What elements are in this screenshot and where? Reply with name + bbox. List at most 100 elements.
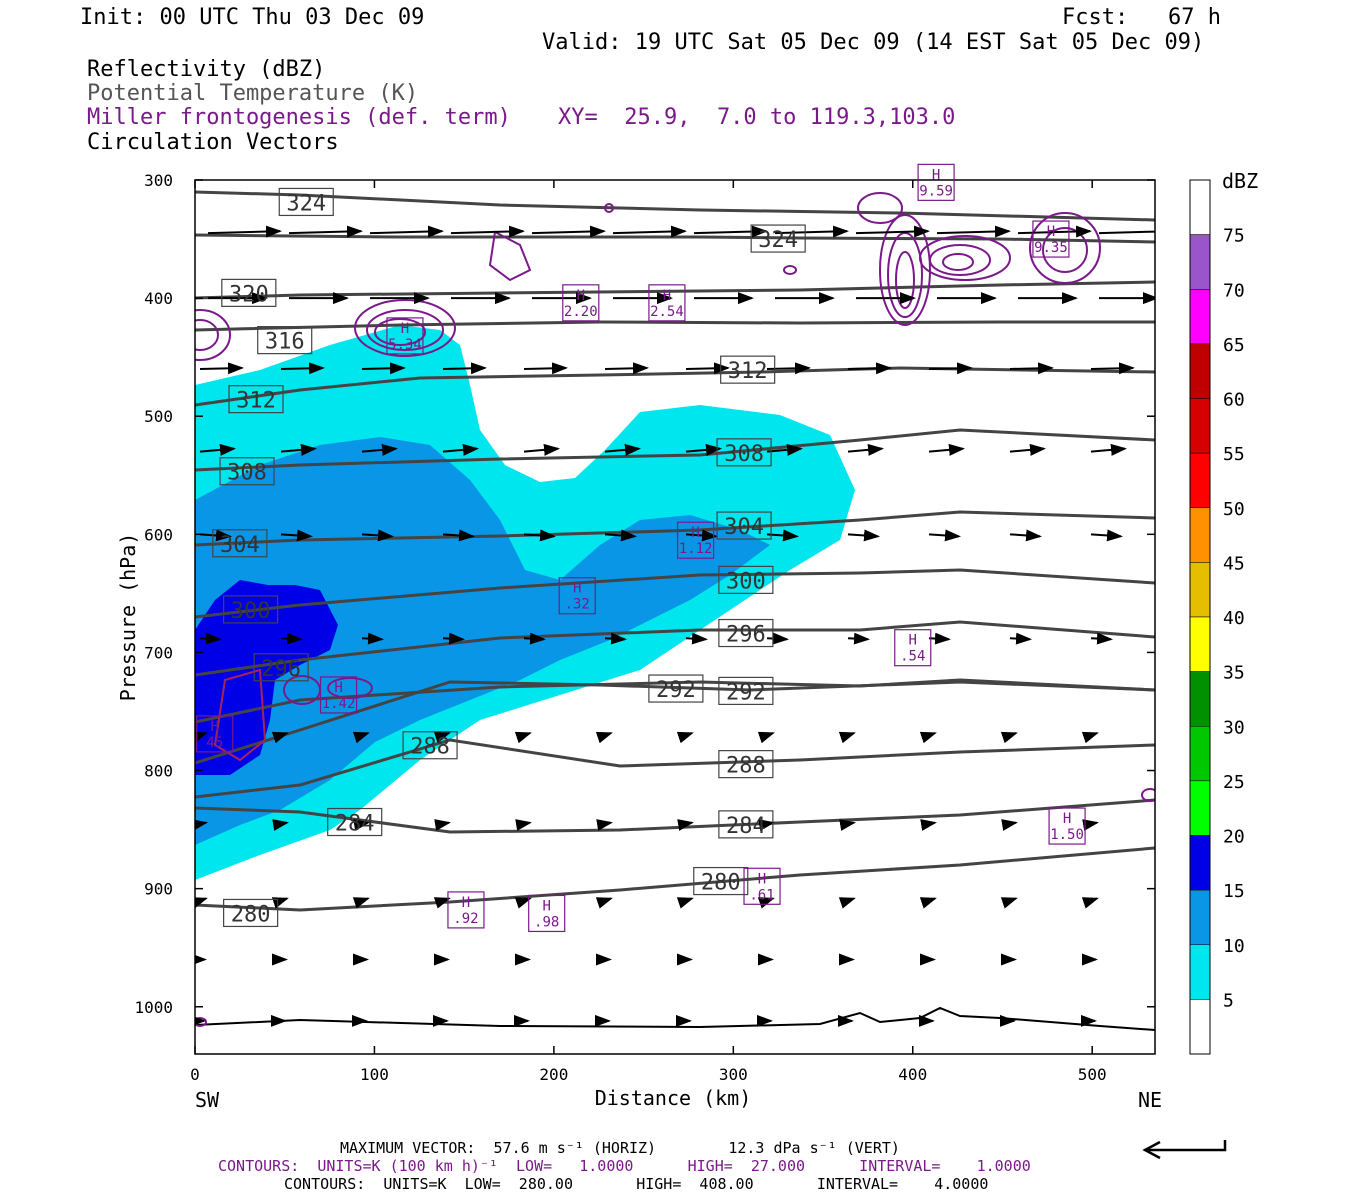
circulation-vector (693, 225, 768, 238)
frontogenesis-max: H45 (196, 715, 234, 753)
circulation-vector (195, 731, 208, 744)
theta-label-text: 292 (656, 678, 696, 703)
colorbar-unit: dBZ (1222, 169, 1258, 193)
x-tick-label: 300 (719, 1065, 748, 1084)
colorbar-label: 60 (1223, 390, 1245, 411)
theta-label: 280 (693, 866, 749, 896)
circulation-vector (280, 529, 313, 542)
theta-label: 292 (718, 676, 774, 706)
circulation-vector (1001, 819, 1018, 831)
theta-label-box (212, 529, 268, 558)
surface-pressure-line (195, 1006, 1155, 1031)
theta-label-text: 296 (726, 623, 766, 648)
circulation-vector (199, 632, 222, 645)
circulation-vector (199, 529, 232, 542)
circulation-vector (271, 897, 289, 909)
frontogenesis-max-letter: H (909, 633, 917, 649)
theta-label-text: 280 (231, 902, 271, 927)
theta-label-box (223, 595, 279, 624)
frontogenesis-max-value: .54 (900, 649, 925, 665)
colorbar-label: 15 (1223, 881, 1245, 902)
theta-label-text: 288 (726, 754, 766, 779)
theta-label: 324 (278, 187, 334, 216)
circulation-vector (774, 225, 849, 238)
theta-label-text: 312 (236, 389, 276, 414)
theta-label-text: 288 (410, 735, 450, 760)
theta-label-text: 300 (231, 599, 271, 624)
plot-frame (194, 179, 1156, 1055)
circulation-vector (677, 819, 694, 831)
theta-label: 280 (223, 898, 279, 927)
theta-label-box (718, 618, 774, 648)
circulation-vector (352, 897, 370, 909)
circulation-vector (604, 529, 637, 542)
frontogenesis-max: H.54 (894, 629, 932, 667)
circulation-vector (1090, 632, 1113, 645)
theta-label: 320 (221, 278, 277, 307)
frontogenesis-max-value: .98 (534, 914, 559, 930)
frontogenesis-max-box (677, 521, 715, 559)
circulation-vector (442, 362, 487, 375)
colorbar-swatch (1189, 835, 1211, 891)
theta-label: 308 (716, 438, 772, 467)
theta-label-box (718, 565, 774, 594)
circulation-vector (1081, 897, 1099, 909)
colorbar-label: 50 (1223, 499, 1245, 520)
theta-label-text: 304 (724, 515, 764, 540)
field-frontogenesis: Miller frontogenesis (def. term) (87, 105, 511, 130)
frontogenesis-contour-info: CONTOURS: UNITS=K (100 km h)⁻¹ LOW= 1.00… (218, 1157, 1031, 1175)
field-circulation-vectors: Circulation Vectors (87, 130, 339, 155)
circulation-vector (450, 225, 525, 238)
ne-label: NE (1138, 1088, 1163, 1112)
circulation-vector (766, 529, 799, 542)
theta-label-box (253, 653, 309, 682)
theta-label-text: 300 (726, 569, 766, 594)
circulation-vector (361, 529, 394, 542)
circulation-vector (595, 897, 613, 909)
theta-label-box (720, 355, 776, 384)
frontogenesis-max: H1.12 (677, 521, 715, 559)
colorbar-label: 30 (1223, 717, 1245, 738)
theta-label-box (221, 278, 277, 307)
cross-section-xy: XY= 25.9, 7.0 to 119.3,103.0 (558, 105, 956, 130)
circulation-vector (847, 632, 870, 645)
circulation-vector (838, 731, 856, 744)
colorbar-swatch (1189, 562, 1211, 618)
theta-label-text: 296 (261, 657, 301, 682)
field-potential-temperature: Potential Temperature (K) (87, 81, 419, 106)
circulation-vector (757, 897, 775, 909)
theta-label-box (718, 676, 774, 706)
frontogenesis-max-value: 5.34 (388, 337, 422, 353)
frontogenesis-max-box (196, 715, 234, 753)
frontogenesis-max-letter: H (932, 167, 940, 183)
frontogenesis-max: H.61 (743, 867, 781, 905)
frontogenesis-max-value: 2.20 (564, 304, 598, 320)
colorbar-swatch (1189, 289, 1211, 345)
circulation-vector (369, 225, 444, 238)
circulation-vector (531, 225, 606, 238)
frontogenesis-max-box (648, 284, 686, 322)
x-tick-label: 400 (898, 1065, 927, 1084)
colorbar-swatch (1189, 234, 1211, 290)
theta-label: 316 (257, 326, 313, 355)
reference-vector-arrowhead (1142, 1140, 1161, 1160)
theta-label-box (257, 326, 313, 355)
circulation-vector (604, 362, 649, 375)
frontogenesis-max: H2.20 (562, 284, 600, 322)
frontogenesis-max-box (562, 284, 600, 322)
colorbar-swatch (1189, 179, 1211, 235)
theta-label-text: 308 (227, 461, 267, 486)
colorbar-swatch (1189, 343, 1211, 399)
frontogenesis-max: H2.54 (648, 284, 686, 322)
frontogenesis-max: H.32 (558, 577, 596, 615)
circulation-vector (199, 443, 236, 456)
y-tick-label: 500 (144, 407, 173, 426)
theta-label: 308 (219, 457, 275, 486)
theta-label: 288 (718, 750, 774, 779)
circulation-vector (361, 443, 398, 456)
circulation-vector (361, 362, 406, 375)
circulation-vector (766, 632, 789, 645)
theta-label-text: 284 (335, 812, 375, 837)
theta-label: 300 (718, 565, 774, 594)
frontogenesis-max-value: 2.54 (650, 304, 684, 320)
